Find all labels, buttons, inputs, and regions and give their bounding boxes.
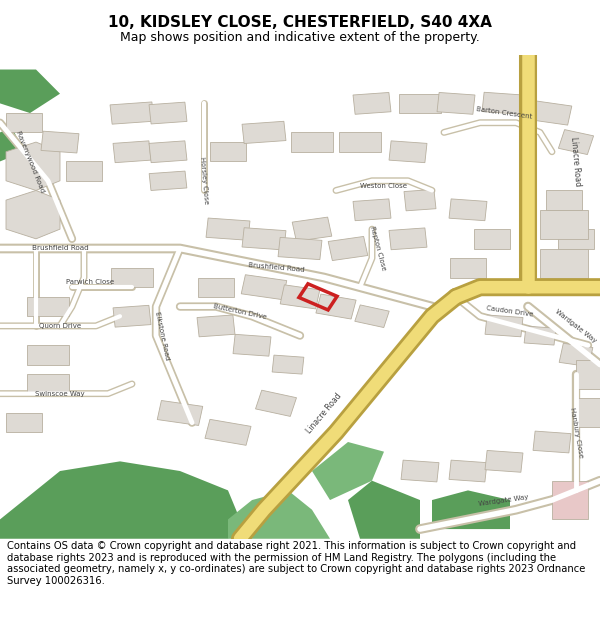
Bar	[404, 189, 436, 211]
Text: Hanbury Close: Hanbury Close	[569, 407, 583, 458]
Text: Parwich Close: Parwich Close	[66, 279, 114, 286]
Bar	[206, 218, 250, 240]
Bar	[113, 141, 151, 162]
Text: Weston Close: Weston Close	[361, 182, 407, 189]
Text: Linacre Road: Linacre Road	[305, 391, 343, 435]
Text: Brushfield Road: Brushfield Road	[32, 246, 88, 251]
Bar	[353, 92, 391, 114]
Bar	[389, 141, 427, 162]
Bar	[449, 199, 487, 221]
Bar	[27, 374, 69, 394]
Bar	[233, 334, 271, 356]
Polygon shape	[0, 461, 240, 539]
Polygon shape	[552, 481, 588, 519]
Polygon shape	[228, 491, 330, 539]
Bar	[450, 258, 486, 278]
Polygon shape	[540, 210, 588, 239]
Bar	[559, 343, 593, 366]
Bar	[339, 132, 381, 152]
Bar	[474, 229, 510, 249]
Bar	[6, 113, 42, 132]
Text: Butterton Drive: Butterton Drive	[213, 303, 267, 320]
Bar	[241, 275, 287, 299]
Polygon shape	[0, 127, 24, 161]
Bar	[482, 92, 526, 114]
Bar	[278, 238, 322, 259]
Bar	[27, 297, 69, 316]
Bar	[292, 217, 332, 241]
Text: Horsley Close: Horsley Close	[199, 157, 209, 205]
Bar	[389, 228, 427, 250]
Bar	[316, 294, 356, 319]
Bar	[149, 171, 187, 191]
Bar	[205, 419, 251, 445]
Bar	[210, 142, 246, 161]
Text: Linacre Road: Linacre Road	[569, 136, 583, 186]
Bar	[576, 399, 600, 428]
Bar	[576, 360, 600, 389]
Bar	[524, 326, 556, 345]
Bar	[546, 191, 582, 210]
Bar	[197, 315, 235, 337]
Text: Brushfield Road: Brushfield Road	[247, 262, 305, 273]
Text: Wardgate Way: Wardgate Way	[479, 494, 529, 506]
Polygon shape	[0, 69, 60, 113]
Polygon shape	[432, 491, 510, 529]
Bar	[291, 132, 333, 152]
Bar	[401, 460, 439, 482]
Polygon shape	[540, 249, 588, 278]
Bar	[149, 141, 187, 162]
Polygon shape	[348, 481, 420, 539]
Text: Elkstone Road: Elkstone Road	[154, 311, 170, 361]
Text: 10, KIDSLEY CLOSE, CHESTERFIELD, S40 4XA: 10, KIDSLEY CLOSE, CHESTERFIELD, S40 4XA	[108, 15, 492, 30]
Text: Repton Close: Repton Close	[369, 226, 387, 271]
Bar	[328, 236, 368, 261]
Text: Map shows position and indicative extent of the property.: Map shows position and indicative extent…	[120, 31, 480, 44]
Bar	[113, 306, 151, 327]
Bar	[272, 355, 304, 374]
Bar	[242, 228, 286, 250]
Bar	[399, 94, 441, 113]
Bar	[157, 401, 203, 426]
Text: Barton Crescent: Barton Crescent	[476, 106, 532, 120]
Polygon shape	[312, 442, 384, 500]
Bar	[66, 161, 102, 181]
Bar	[27, 345, 69, 364]
Bar	[110, 102, 154, 124]
Text: Contains OS data © Crown copyright and database right 2021. This information is : Contains OS data © Crown copyright and d…	[7, 541, 586, 586]
Bar	[149, 102, 187, 124]
Bar	[449, 460, 487, 482]
Polygon shape	[6, 142, 60, 191]
Bar	[280, 285, 320, 309]
Text: Ravenywood Road: Ravenywood Road	[15, 129, 45, 193]
Text: Quorn Drive: Quorn Drive	[39, 323, 81, 329]
Bar	[353, 199, 391, 221]
Bar	[485, 451, 523, 472]
Bar	[256, 390, 296, 416]
Text: Caudon Drive: Caudon Drive	[486, 305, 534, 318]
Bar	[558, 229, 594, 249]
Bar	[355, 305, 389, 328]
Bar	[299, 284, 337, 310]
Polygon shape	[6, 191, 60, 239]
Bar	[242, 121, 286, 144]
Bar	[437, 92, 475, 114]
Bar	[111, 268, 153, 288]
Bar	[198, 278, 234, 297]
Bar	[41, 131, 79, 153]
Text: Wardgate Way: Wardgate Way	[554, 308, 598, 344]
Bar	[532, 101, 572, 125]
Bar	[533, 431, 571, 453]
Bar	[559, 129, 593, 154]
Bar	[485, 315, 523, 337]
Text: Swinscoe Way: Swinscoe Way	[35, 391, 85, 397]
Bar	[6, 413, 42, 432]
